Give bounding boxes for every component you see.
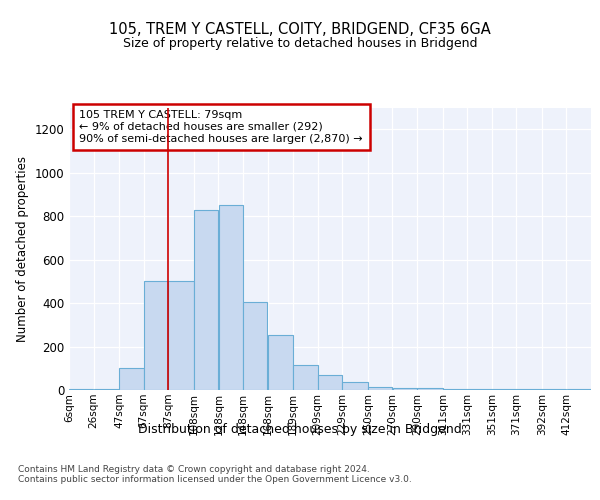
Bar [119,368,143,390]
Bar [343,382,368,390]
Bar [392,388,417,390]
Bar [144,282,168,390]
Bar [218,206,243,390]
Bar [566,389,591,390]
Bar [542,389,566,390]
Bar [268,334,293,390]
Bar [417,388,443,390]
Bar [94,389,119,390]
Text: Contains HM Land Registry data © Crown copyright and database right 2024.
Contai: Contains HM Land Registry data © Crown c… [18,465,412,484]
Bar [69,389,94,390]
Bar [194,210,218,390]
Text: Distribution of detached houses by size in Bridgend: Distribution of detached houses by size … [138,422,462,436]
Text: Size of property relative to detached houses in Bridgend: Size of property relative to detached ho… [123,38,477,51]
Bar [318,375,342,390]
Bar [243,302,268,390]
Bar [443,389,467,390]
Bar [517,389,542,390]
Text: 105, TREM Y CASTELL, COITY, BRIDGEND, CF35 6GA: 105, TREM Y CASTELL, COITY, BRIDGEND, CF… [109,22,491,38]
Y-axis label: Number of detached properties: Number of detached properties [16,156,29,342]
Bar [169,282,194,390]
Bar [293,365,317,390]
Bar [368,386,392,390]
Bar [467,389,491,390]
Text: 105 TREM Y CASTELL: 79sqm
← 9% of detached houses are smaller (292)
90% of semi-: 105 TREM Y CASTELL: 79sqm ← 9% of detach… [79,110,363,144]
Bar [492,389,516,390]
